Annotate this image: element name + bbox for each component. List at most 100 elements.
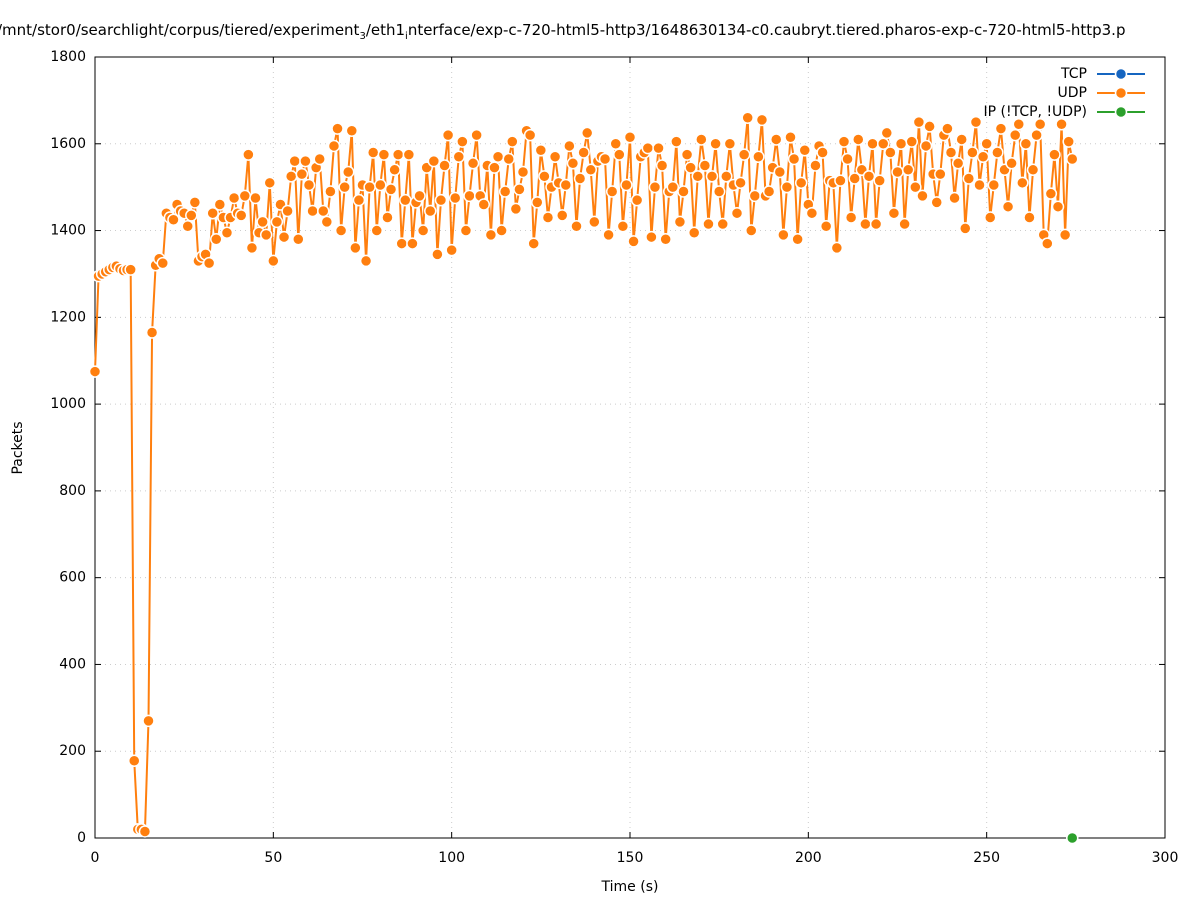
data-point — [1026, 163, 1040, 177]
data-point — [695, 133, 708, 146]
data-point — [605, 185, 619, 198]
data-point — [819, 219, 833, 233]
data-point — [284, 170, 298, 183]
data-point — [320, 215, 334, 229]
data-point — [1016, 176, 1029, 190]
data-point — [1019, 137, 1033, 151]
data-point — [445, 243, 458, 257]
data-point — [748, 189, 762, 203]
data-point — [709, 137, 722, 151]
data-point — [598, 152, 612, 166]
data-point — [424, 204, 437, 218]
data-point — [680, 148, 694, 161]
data-point — [263, 176, 277, 190]
data-point — [534, 144, 548, 157]
data-point — [1030, 128, 1043, 142]
y-axis-label: Packets — [10, 421, 26, 474]
data-point — [873, 174, 886, 187]
data-point — [402, 148, 416, 161]
data-point — [784, 131, 797, 144]
data-point — [580, 126, 594, 140]
data-point — [506, 135, 519, 148]
data-point — [691, 170, 705, 183]
data-point — [980, 137, 993, 151]
data-point — [787, 152, 801, 166]
legend-label: IP (!TCP, !UDP) — [984, 104, 1088, 120]
data-point — [991, 146, 1004, 159]
data-point — [202, 256, 216, 270]
data-point — [837, 135, 851, 148]
data-point — [976, 150, 990, 164]
data-point — [1062, 135, 1075, 148]
data-point — [313, 152, 326, 166]
data-point — [441, 128, 455, 142]
data-point — [1066, 831, 1079, 845]
data-point — [1055, 118, 1068, 131]
data-point — [242, 148, 255, 161]
data-point — [352, 193, 366, 207]
data-point — [730, 206, 744, 220]
y-tick-label: 200 — [59, 743, 86, 759]
data-point — [488, 161, 501, 174]
data-point — [327, 139, 341, 153]
data-point — [267, 254, 280, 268]
data-point — [791, 232, 804, 246]
data-point — [466, 157, 480, 170]
data-point — [955, 133, 968, 146]
data-point — [1008, 128, 1022, 142]
data-point — [185, 209, 198, 222]
data-point — [498, 185, 512, 198]
data-point — [281, 204, 294, 218]
data-point — [509, 202, 523, 216]
data-point — [648, 180, 662, 194]
data-point — [834, 174, 847, 187]
data-point — [338, 180, 351, 194]
data-point — [124, 263, 137, 276]
data-point — [88, 365, 102, 378]
chart-title: /mnt/stor0/searchlight/corpus/tiered/exp… — [0, 21, 1125, 42]
series-line — [94, 117, 1074, 834]
data-point — [852, 133, 865, 146]
data-point — [734, 176, 747, 190]
data-point — [841, 152, 854, 166]
data-point — [399, 193, 412, 207]
data-point — [777, 228, 790, 242]
data-point — [573, 172, 587, 185]
data-point — [188, 196, 202, 209]
data-point — [613, 148, 626, 161]
data-point — [623, 131, 637, 144]
data-point — [905, 135, 919, 148]
data-point — [884, 146, 897, 159]
legend-label: TCP — [1060, 66, 1087, 82]
x-tick-label: 0 — [91, 850, 100, 866]
legend-label: UDP — [1058, 85, 1087, 101]
data-point — [288, 154, 301, 168]
data-point — [145, 326, 159, 339]
data-point — [745, 224, 758, 237]
data-point — [948, 191, 961, 205]
data-point — [395, 237, 408, 250]
data-point — [245, 241, 259, 255]
data-point — [302, 178, 316, 192]
data-point — [880, 126, 894, 140]
data-point — [331, 122, 344, 135]
y-tick-label: 1400 — [50, 223, 86, 239]
data-point — [944, 146, 958, 159]
data-point — [630, 193, 644, 207]
data-point — [317, 204, 330, 218]
legend-marker — [1114, 86, 1128, 100]
data-point — [259, 228, 273, 242]
data-point — [584, 163, 598, 177]
data-point — [227, 191, 241, 205]
data-point — [470, 128, 483, 142]
data-point — [627, 235, 640, 248]
data-point — [652, 141, 665, 155]
data-point — [794, 176, 808, 190]
data-point — [894, 137, 908, 151]
data-point — [477, 198, 491, 211]
data-point — [798, 144, 812, 157]
data-point — [416, 224, 430, 237]
data-point — [912, 115, 926, 129]
data-point — [966, 146, 979, 159]
data-point — [306, 204, 319, 218]
